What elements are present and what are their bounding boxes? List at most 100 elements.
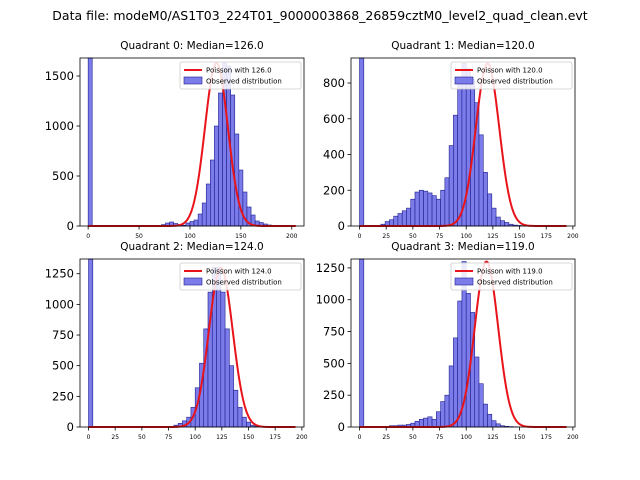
y-tick-label: 200 [323, 183, 345, 197]
x-tick-label: 100 [189, 434, 201, 441]
histogram-bar [233, 389, 239, 428]
y-tick-label: 0 [67, 219, 74, 233]
y-tick-label: 400 [323, 148, 345, 162]
y-tick-label: 0 [338, 420, 345, 434]
histogram-bar [397, 213, 403, 227]
histogram-bar [197, 213, 203, 227]
histogram-bar [453, 114, 458, 227]
histogram-bar [359, 258, 365, 428]
histogram-bar [406, 207, 412, 227]
histogram-bar [220, 291, 226, 428]
histogram-bar [495, 216, 501, 227]
x-tick-label: 175 [269, 434, 281, 441]
legend-label-poisson: Poisson with 124.0 [206, 268, 272, 276]
x-tick-label: 100 [460, 434, 472, 441]
histogram-bar [218, 92, 223, 227]
histogram-bar [440, 401, 446, 428]
x-tick-label: 75 [436, 434, 444, 441]
histogram-bar [414, 191, 420, 227]
legend-label-observed: Observed distribution [477, 279, 553, 287]
histogram-bar [88, 258, 94, 428]
histogram-bar [482, 172, 488, 227]
axes-frame [350, 57, 576, 227]
histogram-bar [436, 411, 441, 428]
x-tick-label: 100 [460, 233, 472, 240]
x-tick-label: 200 [286, 233, 298, 240]
y-tick-label: 0 [338, 219, 345, 233]
histogram-bar [214, 125, 219, 227]
x-tick-label: 150 [235, 233, 247, 240]
x-tick-label: 50 [409, 233, 417, 240]
axes-frame [79, 57, 305, 227]
histogram-bar [487, 413, 493, 428]
histogram-bar [474, 356, 480, 428]
x-tick-label: 25 [382, 434, 390, 441]
legend: Poisson with 120.0 Observed distribution [450, 61, 573, 90]
legend-label-observed: Observed distribution [206, 279, 282, 287]
subplot-title: Quadrant 0: Median=126.0 [120, 40, 263, 52]
x-tick-label: 150 [243, 434, 255, 441]
y-tick-label: 1000 [45, 297, 74, 311]
histogram-bar [491, 420, 497, 428]
histogram-bar [418, 419, 424, 428]
histogram-bar [482, 403, 488, 428]
legend-box [179, 61, 302, 90]
legend-label-observed: Observed distribution [206, 78, 282, 86]
subplot-quadrant-2: Quadrant 2: Median=124.0 0 25 50 75 100 125 150… [45, 241, 308, 441]
legend-box [450, 262, 573, 291]
histogram-bar [224, 328, 230, 428]
histogram-bar [246, 421, 251, 428]
legend-box [450, 61, 573, 90]
histogram-bar [448, 365, 454, 428]
legend: Poisson with 119.0 Observed distribution [450, 262, 573, 291]
y-tick-label: 1250 [316, 261, 345, 275]
legend-patch-swatch [183, 76, 203, 85]
histogram-bar [444, 177, 450, 227]
histogram-bar [444, 394, 450, 428]
y-tick-label: 500 [52, 169, 74, 183]
y-tick-label: 250 [323, 388, 345, 402]
histogram-bar [87, 57, 93, 227]
x-tick-label: 50 [409, 434, 417, 441]
histogram-bar [453, 337, 458, 428]
histogram-bar [189, 221, 195, 227]
y-tick-label: 600 [323, 112, 345, 126]
histogram-bar [457, 82, 463, 227]
histogram-bar [193, 219, 199, 227]
y-tick-label: 800 [323, 76, 345, 90]
histogram-bar [487, 193, 493, 227]
legend-patch-swatch [454, 76, 474, 85]
subplot-quadrant-0: Quadrant 0: Median=126.0 0 50 100 150 200 0 500… [45, 40, 305, 240]
x-tick-label: 0 [358, 233, 362, 240]
x-tick-label: 25 [382, 233, 390, 240]
subplot-title: Quadrant 2: Median=124.0 [120, 241, 263, 253]
y-tick-label: 1000 [316, 293, 345, 307]
x-tick-label: 0 [87, 434, 91, 441]
axes-frame [79, 258, 305, 428]
histogram-bar [495, 423, 501, 428]
histogram-bar [229, 365, 234, 428]
x-tick-label: 200 [567, 434, 579, 441]
histogram-bar [478, 383, 484, 428]
histogram-bar [431, 419, 437, 428]
histogram-bar [423, 190, 429, 227]
x-tick-label: 200 [567, 233, 579, 240]
histogram-bar [238, 169, 244, 227]
histogram-bar [210, 159, 215, 227]
histogram-bar [359, 57, 365, 227]
histogram-bar [205, 183, 211, 227]
subplot-quadrant-3: Quadrant 3: Median=119.0 0 25 50 75 100 125 150… [316, 241, 579, 441]
legend-patch-swatch [454, 277, 474, 286]
x-tick-label: 100 [184, 233, 196, 240]
histogram-bar [201, 202, 207, 227]
legend-box [179, 262, 302, 291]
histogram-bar [478, 134, 484, 227]
legend: Poisson with 126.0 Observed distribution [179, 61, 302, 90]
subplot-quadrant-1: Quadrant 1: Median=120.0 0 25 50 75 100 125 150… [323, 40, 579, 240]
x-tick-label: 25 [111, 434, 119, 441]
histogram-bar [427, 416, 433, 428]
histogram-bar [465, 68, 471, 227]
y-tick-label: 1000 [45, 119, 74, 133]
legend-label-poisson: Poisson with 126.0 [206, 67, 272, 75]
